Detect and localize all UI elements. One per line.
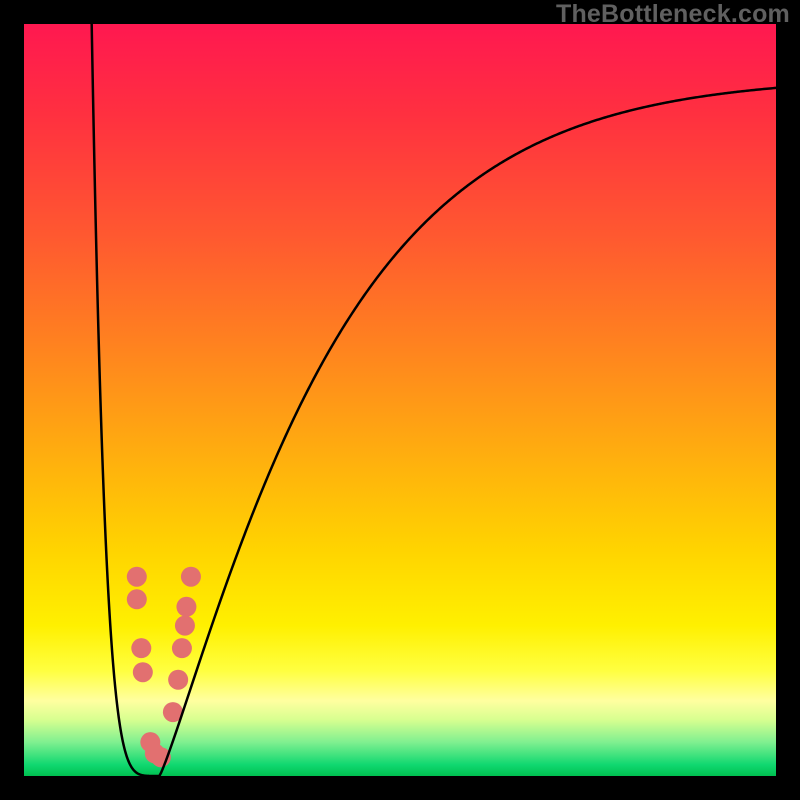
bottleneck-chart-svg	[0, 0, 800, 800]
data-marker	[133, 662, 153, 682]
plot-area-background	[24, 24, 776, 776]
data-marker	[168, 670, 188, 690]
data-marker	[127, 589, 147, 609]
data-marker	[172, 638, 192, 658]
chart-root: TheBottleneck.com	[0, 0, 800, 800]
data-marker	[131, 638, 151, 658]
watermark-text: TheBottleneck.com	[556, 0, 790, 29]
data-marker	[176, 597, 196, 617]
data-marker	[181, 567, 201, 587]
data-marker	[127, 567, 147, 587]
data-marker	[175, 616, 195, 636]
